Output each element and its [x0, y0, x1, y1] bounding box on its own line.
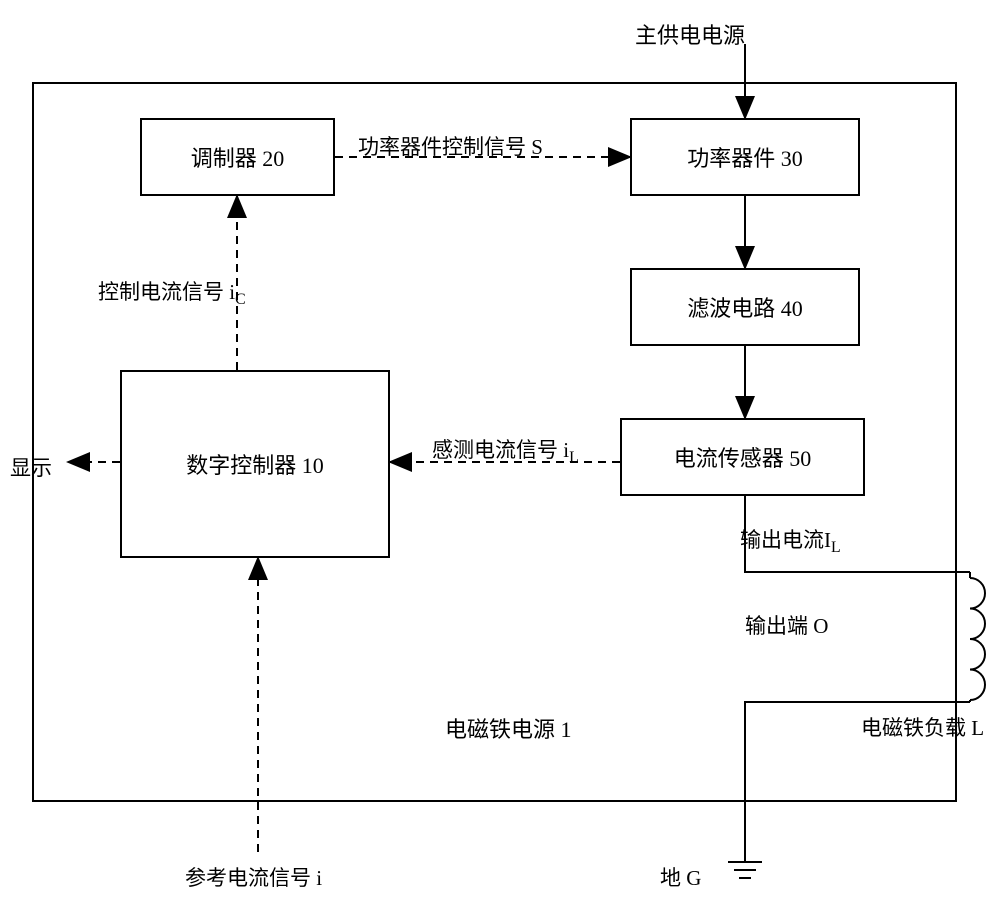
- label-output-current: 输出电流IL: [740, 524, 841, 557]
- label-load-l: 电磁铁负载 L: [861, 712, 984, 742]
- label-signal-ic: 控制电流信号 iC: [98, 276, 246, 309]
- block-power-device-label: 功率器件 30: [687, 141, 803, 173]
- label-ref-current: 参考电流信号 i: [185, 862, 322, 892]
- label-signal-il-sub: L: [569, 449, 579, 466]
- block-filter: 滤波电路 40: [630, 268, 860, 346]
- block-modulator-label: 调制器 20: [191, 141, 285, 173]
- label-main-power: 主供电电源: [635, 18, 745, 50]
- label-ground-g: 地 G: [660, 862, 701, 892]
- block-filter-label: 滤波电路 40: [687, 291, 803, 323]
- label-output-I-pre: 输出电流I: [740, 528, 831, 552]
- block-sensor-label: 电流传感器 50: [674, 441, 812, 473]
- block-power-device: 功率器件 30: [630, 118, 860, 196]
- block-controller: 数字控制器 10: [120, 370, 390, 558]
- label-signal-il-pre: 感测电流信号 i: [432, 438, 569, 462]
- label-output-o: 输出端 O: [745, 610, 828, 640]
- label-display: 显示: [10, 452, 52, 482]
- label-signal-s: 功率器件控制信号 S: [358, 131, 543, 161]
- block-modulator: 调制器 20: [140, 118, 335, 196]
- label-signal-ic-pre: 控制电流信号 i: [98, 280, 235, 304]
- label-signal-il: 感测电流信号 iL: [432, 434, 579, 467]
- label-signal-ic-sub: C: [235, 291, 246, 308]
- block-controller-label: 数字控制器 10: [186, 448, 324, 480]
- label-system-name: 电磁铁电源 1: [445, 712, 572, 744]
- block-sensor: 电流传感器 50: [620, 418, 865, 496]
- label-output-I-sub: L: [831, 539, 841, 556]
